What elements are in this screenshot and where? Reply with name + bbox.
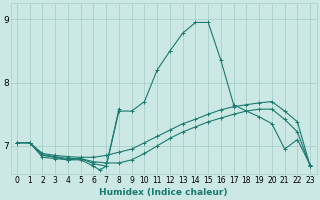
X-axis label: Humidex (Indice chaleur): Humidex (Indice chaleur) (99, 188, 228, 197)
